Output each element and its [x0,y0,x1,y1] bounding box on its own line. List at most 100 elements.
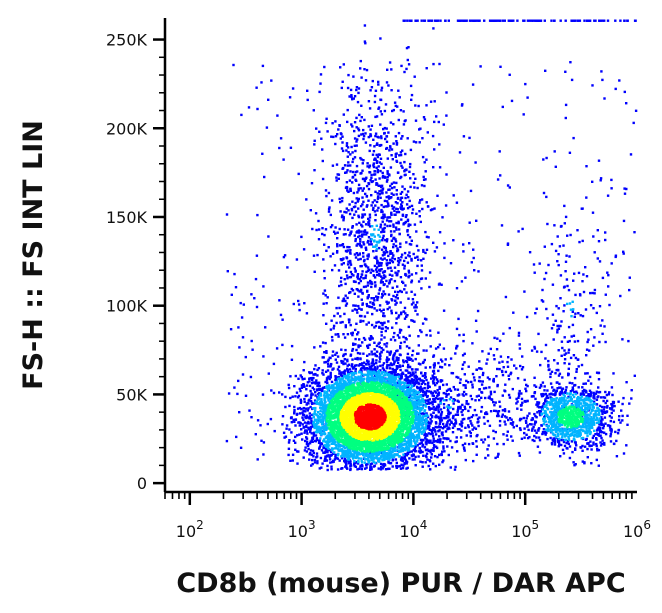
event-dot [406,386,409,389]
event-dot [455,287,459,290]
event-dot [365,454,369,458]
event-dot [415,244,419,248]
event-dot [566,340,570,343]
event-dot [475,445,478,448]
event-dot [373,276,377,279]
event-dot [349,261,352,264]
event-dot [376,170,379,174]
event-dot [389,166,393,169]
event-dot [589,394,592,398]
event-dot [377,184,380,187]
event-dot [444,19,447,22]
event-dot [234,286,238,289]
event-dot [423,118,427,121]
event-dot [326,451,329,454]
event-dot [371,312,374,316]
event-dot [267,98,270,101]
event-dot [433,362,436,365]
event-dot [597,240,601,243]
event-dot [410,450,413,453]
event-dot [393,186,396,189]
event-dot [313,270,316,273]
event-dot [613,404,616,408]
event-dot [534,397,537,401]
event-dot [337,452,340,456]
event-dot [359,357,362,361]
event-dot [429,208,433,212]
event-dot [313,418,317,422]
event-dot [412,453,415,456]
event-dot [543,19,546,22]
event-dot [313,461,317,464]
event-dot [435,246,439,249]
event-dot [452,239,455,242]
event-dot [435,405,439,408]
event-dot [572,461,575,464]
event-dot [417,426,421,429]
event-dot [435,407,438,410]
event-dot [468,19,472,22]
event-dot [325,459,329,462]
event-dot [625,102,628,105]
event-dot [347,372,350,376]
event-dot [413,458,416,461]
event-dot [423,19,427,22]
event-dot [616,432,620,435]
event-dot [394,370,397,374]
event-dot [538,386,542,389]
event-dot [338,372,341,375]
event-dot [294,448,297,451]
event-dot [423,446,427,449]
event-dot [555,304,558,308]
event-dot [572,334,576,337]
event-dot [305,425,308,429]
event-dot [608,426,612,429]
event-dot [361,270,364,273]
event-dot [377,80,380,84]
event-dot [384,326,388,329]
event-dot [341,299,344,303]
event-dot [438,435,441,438]
event-dot [347,190,350,193]
event-dot [425,201,428,204]
event-dot [419,438,423,442]
event-dot [370,281,373,284]
event-dot [346,86,350,90]
event-dot [461,443,465,447]
event-dot [437,425,441,428]
event-dot [345,211,348,214]
event-dot [357,345,360,349]
event-dot [472,248,475,251]
event-dot [441,434,444,437]
event-dot [578,240,581,244]
event-dot [417,344,420,347]
event-dot [391,260,395,264]
event-dot [447,415,450,418]
event-dot [296,396,300,399]
event-dot [569,233,572,237]
event-dot [281,423,284,426]
event-dot [610,411,613,415]
event-dot [573,340,577,343]
event-dot [310,401,314,405]
event-dot [381,171,384,175]
event-dot [439,19,442,22]
event-dot [587,379,590,382]
event-dot [422,419,425,422]
event-dot [346,450,349,453]
event-dot [397,257,400,260]
event-dot [588,444,592,448]
event-dot [589,440,592,443]
event-dot [290,358,294,361]
event-dot [381,463,384,466]
event-dot [345,274,349,277]
event-dot [445,114,448,117]
event-dot [382,234,385,238]
event-dot [382,308,385,311]
event-dot [399,329,403,332]
event-dot [421,379,424,382]
event-dot [501,409,505,412]
event-dot [318,130,321,133]
event-dot [396,197,400,200]
event-dot [336,243,339,246]
